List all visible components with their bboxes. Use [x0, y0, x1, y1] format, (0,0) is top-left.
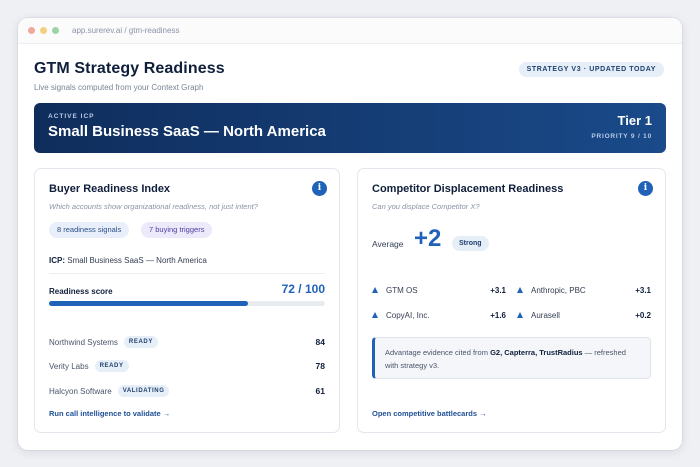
- page-subtitle: Live signals computed from your Context …: [34, 83, 204, 92]
- icp-line-value: Small Business SaaS — North America: [67, 256, 207, 265]
- url-text: app.surerev.ai / gtm-readiness: [72, 26, 180, 35]
- evidence-prefix: Advantage evidence cited from: [385, 348, 491, 357]
- account-row[interactable]: Northwind Systems READY 84: [49, 334, 325, 350]
- competitor-delta: +0.2: [635, 310, 651, 320]
- account-status-badge: VALIDATING: [117, 385, 170, 397]
- competitor-name: GTM OS: [386, 285, 418, 295]
- average-value: +2: [414, 225, 442, 252]
- icp-line: ICP: Small Business SaaS — North America: [49, 256, 207, 265]
- competitor-delta: +3.1: [490, 285, 506, 295]
- triangle-up-icon: [517, 287, 523, 293]
- icp-line-label: ICP:: [49, 256, 65, 265]
- account-name: Halcyon Software: [49, 386, 112, 396]
- page-title: GTM Strategy Readiness: [34, 60, 225, 77]
- advantage-evidence-callout: Advantage evidence cited from G2, Capter…: [372, 337, 651, 379]
- active-icp-banner: ACTIVE ICP Small Business SaaS — North A…: [34, 103, 666, 153]
- tier-label: Tier 1: [617, 113, 652, 128]
- maximize-window-dot[interactable]: [52, 27, 59, 34]
- divider: [49, 273, 325, 274]
- active-icp-label: ACTIVE ICP: [48, 113, 95, 120]
- readiness-signals-chip[interactable]: 8 readiness signals: [49, 222, 130, 238]
- run-call-intelligence-link[interactable]: Run call intelligence to validate →: [49, 409, 171, 418]
- readiness-score-value: 72 / 100: [281, 282, 325, 296]
- account-score: 84: [315, 337, 325, 347]
- competitor-displacement-title: Competitor Displacement Readiness: [372, 183, 564, 195]
- priority-label: PRIORITY 9 / 10: [591, 133, 652, 140]
- competitor-delta: +3.1: [635, 285, 651, 295]
- triangle-up-icon: [372, 312, 378, 318]
- readiness-progress-bar: [49, 301, 325, 306]
- competitor-item[interactable]: Anthropic, PBC +3.1: [517, 283, 651, 297]
- readiness-progress-fill: [49, 301, 248, 306]
- close-window-dot[interactable]: [28, 27, 35, 34]
- account-status-badge: READY: [94, 360, 129, 372]
- readiness-score-label: Readiness score: [49, 287, 113, 296]
- account-status-badge: READY: [123, 336, 158, 348]
- info-icon[interactable]: i: [312, 181, 327, 196]
- account-row[interactable]: Verity Labs READY 78: [49, 358, 325, 374]
- account-name: Northwind Systems: [49, 337, 118, 347]
- competitor-item[interactable]: GTM OS +3.1: [372, 283, 506, 297]
- triangle-up-icon: [372, 287, 378, 293]
- competitor-name: Aurasell: [531, 310, 560, 320]
- account-score: 78: [315, 361, 325, 371]
- strength-badge: Strong: [452, 236, 489, 251]
- competitor-name: CopyAI, Inc.: [386, 310, 430, 320]
- evidence-sources: G2, Capterra, TrustRadius: [490, 348, 583, 357]
- buyer-readiness-title: Buyer Readiness Index: [49, 183, 171, 195]
- info-icon[interactable]: i: [638, 181, 653, 196]
- competitor-displacement-subtitle: Can you displace Competitor X?: [372, 202, 480, 211]
- buyer-readiness-subtitle: Which accounts show organizational readi…: [49, 202, 258, 211]
- buying-triggers-chip[interactable]: 7 buying triggers: [141, 222, 213, 238]
- account-score: 61: [315, 386, 325, 396]
- competitor-item[interactable]: Aurasell +0.2: [517, 308, 651, 322]
- evidence-suffix: — refreshed with strategy v3.: [385, 348, 626, 370]
- triangle-up-icon: [517, 312, 523, 318]
- open-battlecards-link[interactable]: Open competitive battlecards →: [372, 409, 487, 418]
- account-row[interactable]: Halcyon Software VALIDATING 61: [49, 383, 325, 399]
- active-icp-name: Small Business SaaS — North America: [48, 123, 326, 140]
- average-label: Average: [372, 239, 404, 249]
- competitor-displacement-card: Competitor Displacement Readiness i Can …: [357, 168, 666, 433]
- buyer-readiness-card: Buyer Readiness Index i Which accounts s…: [34, 168, 340, 433]
- competitor-name: Anthropic, PBC: [531, 285, 586, 295]
- strategy-status-badge: STRATEGY V3 · UPDATED TODAY: [518, 62, 664, 77]
- minimize-window-dot[interactable]: [40, 27, 47, 34]
- account-name: Verity Labs: [49, 361, 89, 371]
- competitor-item[interactable]: CopyAI, Inc. +1.6: [372, 308, 506, 322]
- competitor-delta: +1.6: [490, 310, 506, 320]
- title-bar: app.surerev.ai / gtm-readiness: [18, 18, 682, 44]
- page-header: GTM Strategy Readiness Live signals comp…: [34, 60, 225, 92]
- app-window: app.surerev.ai / gtm-readiness GTM Strat…: [18, 18, 682, 450]
